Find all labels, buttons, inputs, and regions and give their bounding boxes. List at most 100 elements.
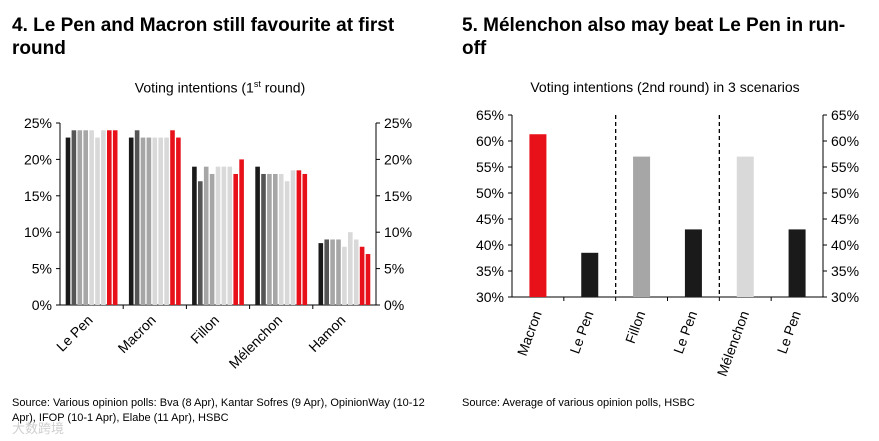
bar-macron-poll-6 — [158, 137, 163, 305]
second-round-chart: 30% 30% 35% 35% 40% 40% 45% 45% 50% 50% 55% 55% 60% 6… — [476, 107, 859, 378]
bar-macron-poll-8 — [170, 130, 175, 305]
y-tick-label: 15% — [24, 188, 52, 204]
bar-hamon-poll-8 — [359, 246, 365, 305]
x-category-label: Macron — [514, 309, 545, 358]
bar-hamon-poll-2 — [324, 239, 329, 305]
y-tick-label: 35% — [476, 263, 504, 279]
bar-hamon-poll-6 — [348, 232, 353, 305]
bar-lepen-poll-8 — [107, 130, 112, 305]
bar-hamon-poll-9 — [365, 254, 371, 305]
y-tick-label: 30% — [476, 289, 504, 305]
y-tick-label-right: 25% — [384, 115, 412, 131]
bar-macron-poll-9 — [176, 137, 181, 305]
bar-fillon-poll-1 — [192, 166, 197, 305]
bar-hamon-poll-4 — [336, 239, 341, 305]
x-category-label: Le Pen — [670, 309, 700, 356]
left-chart-heading: 4. Le Pen and Macron still favourite at … — [12, 15, 395, 59]
x-category-label: Le Pen — [53, 312, 96, 355]
bar-lepen-poll-1 — [65, 137, 71, 305]
x-category-label: Fillon — [622, 309, 648, 346]
bar-macron-poll-5 — [152, 137, 158, 305]
right-chart-heading: 5. Mélenchon also may beat Le Pen in run… — [462, 15, 846, 59]
y-tick-label: 20% — [24, 151, 52, 167]
y-tick-label: 10% — [24, 224, 52, 240]
bar-mlenchon-poll-1 — [255, 166, 260, 305]
y-tick-label: 55% — [476, 159, 504, 175]
y-tick-label-right: 45% — [831, 211, 859, 227]
bar-fillon-poll-7 — [227, 166, 233, 305]
y-tick-label: 5% — [32, 261, 52, 277]
y-tick-label-right: 35% — [831, 263, 859, 279]
y-tick-label-right: 0% — [384, 297, 404, 313]
bar-lepen-poll-4 — [83, 130, 88, 305]
bar-hamon-poll-5 — [342, 246, 347, 305]
y-tick-label-right: 5% — [384, 261, 404, 277]
bar-hamon-poll-7 — [353, 239, 359, 305]
y-tick-label: 0% — [32, 297, 52, 313]
bar-macron-poll-7 — [164, 137, 169, 305]
left-subtitle-sup: st — [253, 79, 261, 89]
y-tick-label: 25% — [24, 115, 52, 131]
bar-lepen-4 — [684, 229, 702, 297]
bar-mlenchon-poll-2 — [261, 173, 266, 305]
x-category-label: Mélenchon — [714, 309, 752, 379]
right-chart-source: Source: Average of various opinion polls… — [462, 397, 695, 409]
x-category-label: Macron — [115, 312, 159, 356]
bar-fillon-poll-3 — [203, 166, 209, 305]
left-chart-subtitle: Voting intentions (1st round) — [60, 79, 380, 96]
bar-macron-poll-4 — [146, 137, 152, 305]
bar-fillon-poll-9 — [239, 159, 244, 305]
right-chart-subtitle: Voting intentions (2nd round) in 3 scena… — [530, 79, 800, 95]
bar-fillon-poll-5 — [215, 166, 221, 305]
x-category-label: Fillon — [187, 312, 222, 347]
bar-mlenchon-poll-6 — [284, 181, 290, 305]
bar-mlenchon-poll-7 — [290, 170, 296, 305]
y-tick-label-right: 20% — [384, 151, 412, 167]
x-category-label: Mélenchon — [226, 312, 286, 372]
y-tick-label: 45% — [476, 211, 504, 227]
bar-lepen-poll-5 — [89, 130, 94, 305]
bar-lepen-poll-2 — [71, 130, 77, 305]
left-subtitle-end: round) — [260, 79, 306, 96]
bar-mlenchon-poll-4 — [273, 173, 278, 305]
bar-macron-poll-3 — [140, 137, 146, 305]
y-tick-label-right: 65% — [831, 107, 859, 123]
bar-macron-poll-1 — [128, 137, 134, 305]
bar-macron-1 — [529, 134, 547, 297]
bar-mlenchon-poll-5 — [278, 173, 284, 305]
left-subtitle-text: Voting intentions (1 — [134, 79, 254, 96]
bar-hamon-poll-1 — [318, 243, 324, 305]
x-category-label: Le Pen — [566, 309, 596, 356]
bar-mlenchon-poll-9 — [302, 173, 308, 305]
y-tick-label-right: 50% — [831, 185, 859, 201]
x-category-label: Hamon — [305, 312, 348, 355]
bar-lepen-poll-3 — [77, 130, 83, 305]
y-tick-label-right: 60% — [831, 133, 859, 149]
y-tick-label-right: 15% — [384, 188, 412, 204]
bar-mlenchon-poll-3 — [267, 173, 272, 305]
x-category-label: Le Pen — [774, 309, 804, 356]
y-tick-label-right: 55% — [831, 159, 859, 175]
y-tick-label: 65% — [476, 107, 504, 123]
bar-lepen-2 — [581, 252, 599, 297]
bar-macron-poll-2 — [134, 130, 140, 305]
bar-mlenchon-5 — [736, 156, 754, 297]
bar-lepen-poll-7 — [101, 130, 106, 305]
y-tick-label: 60% — [476, 133, 504, 149]
y-tick-label-right: 30% — [831, 289, 859, 305]
bar-hamon-poll-3 — [330, 239, 335, 305]
bar-lepen-poll-6 — [95, 137, 100, 305]
bar-fillon-poll-8 — [233, 173, 238, 305]
bar-lepen-poll-9 — [112, 130, 118, 305]
first-round-chart: 0% 0% 5% 5% 10% 10% 15% 15% 20% 20% 25% 25% Le Pen Ma… — [24, 115, 412, 372]
y-tick-label: 40% — [476, 237, 504, 253]
watermark: 大数跨境 — [12, 421, 65, 436]
y-tick-label-right: 10% — [384, 224, 412, 240]
bar-fillon-poll-6 — [221, 166, 227, 305]
bar-lepen-6 — [788, 229, 806, 297]
y-tick-label: 50% — [476, 185, 504, 201]
bar-mlenchon-poll-8 — [296, 170, 302, 305]
bar-fillon-poll-4 — [209, 173, 215, 305]
left-chart-source: Source: Various opinion polls: Bva (8 Ap… — [12, 397, 425, 424]
